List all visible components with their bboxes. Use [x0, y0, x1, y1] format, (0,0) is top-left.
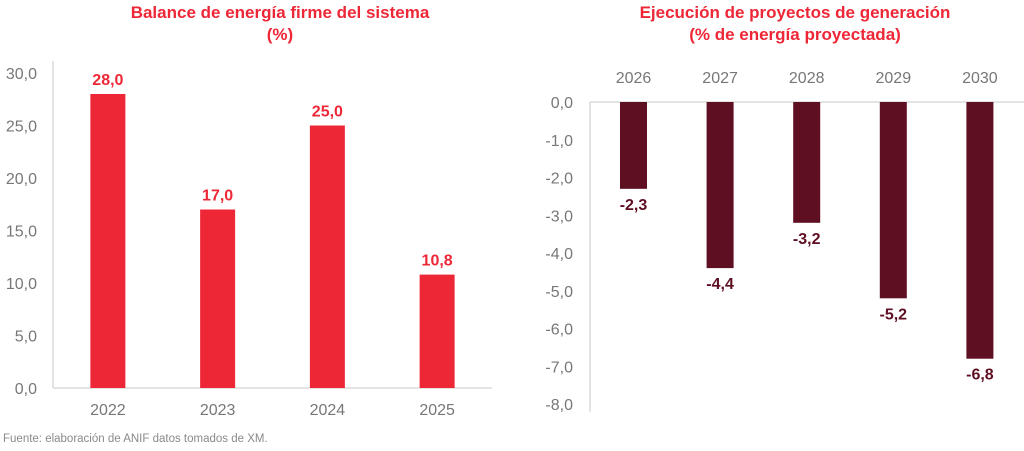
right-y-tick-label: -5,0: [545, 284, 573, 301]
right-bar: [793, 102, 821, 223]
left-x-tick-label: 2022: [90, 402, 126, 419]
left-y-tick-label: 0,0: [15, 381, 37, 398]
left-bar: [309, 125, 345, 388]
right-bar: [879, 102, 907, 299]
right-bar-value-label: -5,2: [880, 306, 908, 323]
left-bar: [200, 209, 236, 388]
left-y-tick-label: 15,0: [6, 224, 37, 241]
left-y-tick-label: 5,0: [15, 329, 37, 346]
right-chart-title: Ejecución de proyectos de generación (% …: [570, 2, 1020, 46]
left-chart-title-sub: (%): [266, 25, 294, 44]
right-chart-title-sub: (% de energía proyectada): [689, 25, 901, 44]
left-x-tick-label: 2024: [310, 402, 346, 419]
left-x-tick-label: 2025: [419, 402, 455, 419]
left-chart-title-main: Balance de energía firme del sistema: [130, 3, 430, 22]
right-y-tick-label: 0,0: [551, 95, 573, 112]
right-bar-value-label: -4,4: [706, 276, 734, 293]
left-bar: [90, 94, 126, 388]
left-bar-value-label: 28,0: [92, 72, 123, 89]
right-x-tick-label: 2027: [702, 70, 738, 87]
right-bar: [706, 102, 734, 269]
right-x-tick-label: 2028: [789, 70, 825, 87]
right-bar-value-label: -2,3: [620, 197, 648, 214]
right-y-tick-label: -1,0: [545, 133, 573, 150]
right-x-tick-label: 2026: [616, 70, 652, 87]
left-chart-title: Balance de energía firme del sistema (%): [60, 2, 500, 46]
right-x-tick-label: 2030: [962, 70, 998, 87]
left-chart: 0,0 5,0 10,0 15,0 20,0 25,0 30,0 28,0 2022 17,0 20…: [6, 61, 492, 419]
right-chart-title-main: Ejecución de proyectos de generación: [639, 3, 951, 22]
right-y-tick-label: -2,0: [545, 171, 573, 188]
right-y-tick-label: -7,0: [545, 359, 573, 376]
right-y-tick-label: -8,0: [545, 397, 573, 414]
right-x-tick-label: 2029: [876, 70, 912, 87]
right-chart: 0,0 -1,0 -2,0 -3,0 -4,0 -5,0 -6,0 -7,0 -8,0 -2,3 2…: [545, 70, 1024, 414]
left-bar: [419, 274, 455, 388]
right-y-tick-label: -6,0: [545, 322, 573, 339]
left-x-tick-label: 2023: [200, 402, 236, 419]
right-bar-value-label: -6,8: [966, 367, 994, 384]
left-bar-value-label: 17,0: [202, 188, 233, 205]
right-bar: [620, 102, 647, 189]
left-y-tick-label: 30,0: [6, 66, 37, 83]
left-y-tick-label: 10,0: [6, 276, 37, 293]
right-bar-value-label: -3,2: [793, 231, 821, 248]
source-note: Fuente: elaboración de ANIF datos tomado…: [3, 433, 268, 445]
right-y-tick-label: -3,0: [545, 208, 573, 225]
left-bar-value-label: 10,8: [422, 253, 453, 270]
right-bar: [966, 102, 994, 359]
left-bar-value-label: 25,0: [312, 104, 343, 121]
left-y-tick-label: 25,0: [6, 119, 37, 136]
right-y-tick-label: -4,0: [545, 246, 573, 263]
left-y-tick-label: 20,0: [6, 171, 37, 188]
